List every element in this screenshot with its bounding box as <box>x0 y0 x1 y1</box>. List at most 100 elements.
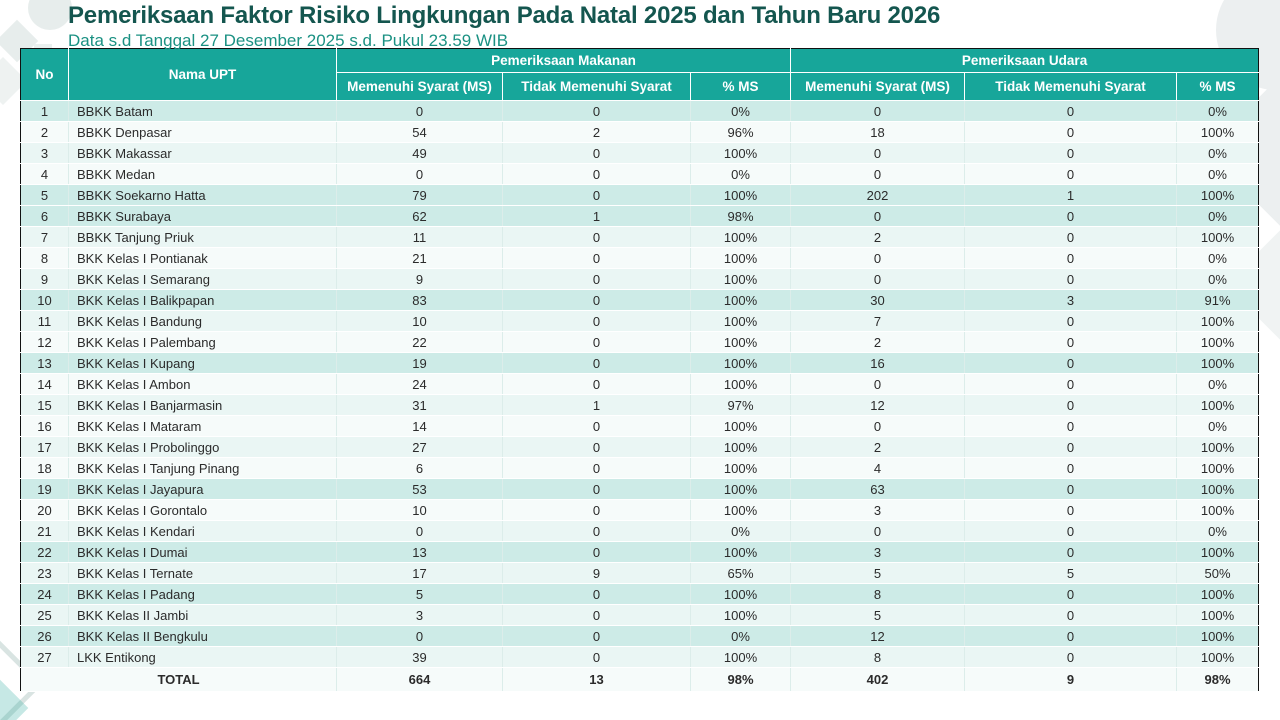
cell-udara-tms: 0 <box>964 394 1178 416</box>
cell-makanan-tms: 0 <box>502 478 691 500</box>
cell-udara-ms: 8 <box>790 583 966 605</box>
cell-no: 8 <box>20 247 69 269</box>
cell-udara-ms: 12 <box>790 394 966 416</box>
watermark-shape <box>28 0 72 30</box>
cell-udara-pms: 0% <box>1176 415 1260 437</box>
cell-udara-ms: 2 <box>790 331 966 353</box>
cell-no: 5 <box>20 184 69 206</box>
cell-makanan-ms: 83 <box>336 289 503 311</box>
table-row: 8 BKK Kelas I Pontianak 21 0 100% 0 0 0% <box>20 247 1260 269</box>
cell-udara-pms: 100% <box>1176 310 1260 332</box>
cell-nama-upt: LKK Entikong <box>68 646 337 668</box>
cell-nama-upt: BKK Kelas I Dumai <box>68 541 337 563</box>
cell-makanan-pms: 100% <box>690 499 792 521</box>
cell-no: 25 <box>20 604 69 626</box>
inspection-table: No Nama UPT Pemeriksaan Makanan Pemeriks… <box>20 48 1260 692</box>
cell-udara-ms: 16 <box>790 352 966 374</box>
header-block: Pemeriksaan Faktor Risiko Lingkungan Pad… <box>68 2 940 51</box>
cell-no: 11 <box>20 310 69 332</box>
table-row: 26 BKK Kelas II Bengkulu 0 0 0% 12 0 100% <box>20 625 1260 647</box>
cell-makanan-pms: 98% <box>690 205 792 227</box>
cell-makanan-pms: 100% <box>690 331 792 353</box>
cell-makanan-tms: 0 <box>502 100 691 122</box>
page-title: Pemeriksaan Faktor Risiko Lingkungan Pad… <box>68 2 941 29</box>
table-row: 13 BKK Kelas I Kupang 19 0 100% 16 0 100% <box>20 352 1260 374</box>
cell-udara-ms: 3 <box>790 499 966 521</box>
cell-makanan-ms: 62 <box>336 205 503 227</box>
cell-makanan-pms: 97% <box>690 394 792 416</box>
cell-nama-upt: BBKK Soekarno Hatta <box>68 184 337 206</box>
cell-udara-ms: 63 <box>790 478 966 500</box>
col-header-no: No <box>20 48 69 101</box>
cell-no: 24 <box>20 583 69 605</box>
cell-udara-ms: 0 <box>790 142 966 164</box>
cell-udara-tms: 0 <box>964 415 1178 437</box>
cell-udara-tms: 5 <box>964 562 1178 584</box>
cell-makanan-ms: 39 <box>336 646 503 668</box>
cell-udara-pms: 0% <box>1176 163 1260 185</box>
cell-no: 7 <box>20 226 69 248</box>
cell-makanan-ms: 10 <box>336 310 503 332</box>
cell-makanan-pms: 100% <box>690 415 792 437</box>
cell-makanan-tms: 0 <box>502 373 691 395</box>
page-subtitle: Data s.d Tanggal 27 Desember 2025 s.d. P… <box>68 31 509 50</box>
table-row: 14 BKK Kelas I Ambon 24 0 100% 0 0 0% <box>20 373 1260 395</box>
cell-udara-ms: 202 <box>790 184 966 206</box>
cell-makanan-pms: 100% <box>690 310 792 332</box>
cell-no: 10 <box>20 289 69 311</box>
cell-udara-tms: 0 <box>964 373 1178 395</box>
cell-no: 4 <box>20 163 69 185</box>
cell-makanan-ms: 54 <box>336 121 503 143</box>
cell-makanan-pms: 100% <box>690 541 792 563</box>
cell-udara-tms: 0 <box>964 247 1178 269</box>
cell-no: 6 <box>20 205 69 227</box>
cell-makanan-ms: 21 <box>336 247 503 269</box>
cell-nama-upt: BKK Kelas I Palembang <box>68 331 337 353</box>
cell-udara-pms: 100% <box>1176 583 1260 605</box>
cell-makanan-tms: 0 <box>502 142 691 164</box>
cell-udara-ms: 18 <box>790 121 966 143</box>
cell-udara-ms: 12 <box>790 625 966 647</box>
cell-udara-tms: 0 <box>964 310 1178 332</box>
cell-udara-pms: 0% <box>1176 247 1260 269</box>
table-row: 20 BKK Kelas I Gorontalo 10 0 100% 3 0 100% <box>20 499 1260 521</box>
cell-no: 19 <box>20 478 69 500</box>
cell-makanan-tms: 0 <box>502 646 691 668</box>
table-footer: TOTAL 664 13 98% 402 9 98% <box>20 667 1260 692</box>
group-header-makanan: Pemeriksaan Makanan <box>335 48 792 73</box>
total-udara-pms: 98% <box>1176 667 1260 692</box>
cell-makanan-tms: 0 <box>502 625 691 647</box>
col-header-makanan-pms: % MS <box>689 72 792 101</box>
cell-udara-tms: 0 <box>964 142 1178 164</box>
cell-no: 26 <box>20 625 69 647</box>
table-row: 24 BKK Kelas I Padang 5 0 100% 8 0 100% <box>20 583 1260 605</box>
cell-udara-tms: 0 <box>964 499 1178 521</box>
cell-nama-upt: BKK Kelas I Bandung <box>68 310 337 332</box>
cell-makanan-tms: 0 <box>502 541 691 563</box>
cell-makanan-tms: 0 <box>502 604 691 626</box>
cell-makanan-pms: 100% <box>690 268 792 290</box>
cell-udara-pms: 100% <box>1176 499 1260 521</box>
cell-udara-ms: 8 <box>790 646 966 668</box>
cell-makanan-ms: 5 <box>336 583 503 605</box>
cell-makanan-ms: 79 <box>336 184 503 206</box>
table-row: 5 BBKK Soekarno Hatta 79 0 100% 202 1 100% <box>20 184 1260 206</box>
cell-nama-upt: BKK Kelas I Banjarmasin <box>68 394 337 416</box>
cell-nama-upt: BKK Kelas I Kendari <box>68 520 337 542</box>
cell-nama-upt: BKK Kelas I Tanjung Pinang <box>68 457 337 479</box>
cell-makanan-tms: 0 <box>502 415 691 437</box>
cell-no: 16 <box>20 415 69 437</box>
cell-udara-ms: 2 <box>790 226 966 248</box>
cell-udara-pms: 91% <box>1176 289 1260 311</box>
cell-udara-ms: 0 <box>790 100 966 122</box>
cell-makanan-tms: 0 <box>502 247 691 269</box>
cell-makanan-ms: 17 <box>336 562 503 584</box>
cell-nama-upt: BKK Kelas I Balikpapan <box>68 289 337 311</box>
cell-udara-ms: 4 <box>790 457 966 479</box>
table-row: 3 BBKK Makassar 49 0 100% 0 0 0% <box>20 142 1260 164</box>
cell-udara-tms: 0 <box>964 583 1178 605</box>
cell-makanan-tms: 0 <box>502 499 691 521</box>
cell-makanan-tms: 0 <box>502 436 691 458</box>
table-row: 18 BKK Kelas I Tanjung Pinang 6 0 100% 4 0 100% <box>20 457 1260 479</box>
